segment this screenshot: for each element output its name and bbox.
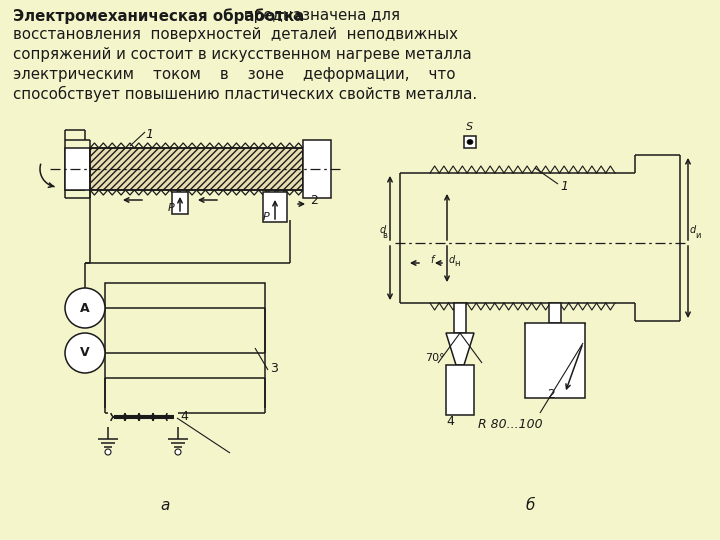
Bar [90,148,303,190]
Text: 4: 4 [446,415,454,428]
Text: P: P [168,203,175,213]
Text: 2: 2 [547,388,555,401]
Text: d: d [690,225,696,235]
Bar [105,283,265,378]
Text: 3: 3 [270,361,278,375]
Bar [525,323,585,398]
Text: P: P [263,212,270,222]
Bar [90,148,303,190]
Text: 1: 1 [145,128,153,141]
Polygon shape [446,333,474,365]
Bar [446,365,474,415]
Text: 4: 4 [180,409,188,422]
Bar [549,303,561,323]
Circle shape [65,288,105,328]
Text: б: б [526,497,535,512]
Text: электрическим    током    в    зоне    деформации,    что: электрическим током в зоне деформации, ч… [13,66,456,82]
Circle shape [65,333,105,373]
Text: Электромеханическая обработка: Электромеханическая обработка [13,8,304,24]
Text: н: н [454,259,459,268]
Text: d: d [449,255,455,265]
Circle shape [105,449,111,455]
Text: 1: 1 [560,180,568,193]
Text: в: в [382,231,387,240]
Text: V: V [80,347,90,360]
Text: восстановления  поверхностей  деталей  неподвижных: восстановления поверхностей деталей непо… [13,28,458,43]
Text: а: а [161,497,170,512]
Bar [464,136,476,148]
Text: 2: 2 [310,193,318,206]
Text: предназначена для: предназначена для [239,8,400,23]
Ellipse shape [467,139,473,145]
Bar [172,192,188,214]
Text: A: A [80,301,90,314]
Bar [454,303,466,333]
Text: f: f [431,255,433,265]
Text: и: и [695,231,701,240]
Text: S: S [467,122,474,132]
Bar [263,192,287,222]
Bar [65,148,90,190]
Text: d: d [379,225,386,235]
Text: сопряжений и состоит в искусственном нагреве металла: сопряжений и состоит в искусственном наг… [13,47,472,62]
Text: способствует повышению пластических свойств металла.: способствует повышению пластических свой… [13,86,477,102]
Circle shape [175,449,181,455]
Text: 70°: 70° [425,353,445,363]
Text: R 80...100: R 80...100 [477,418,542,431]
Bar [303,140,331,198]
